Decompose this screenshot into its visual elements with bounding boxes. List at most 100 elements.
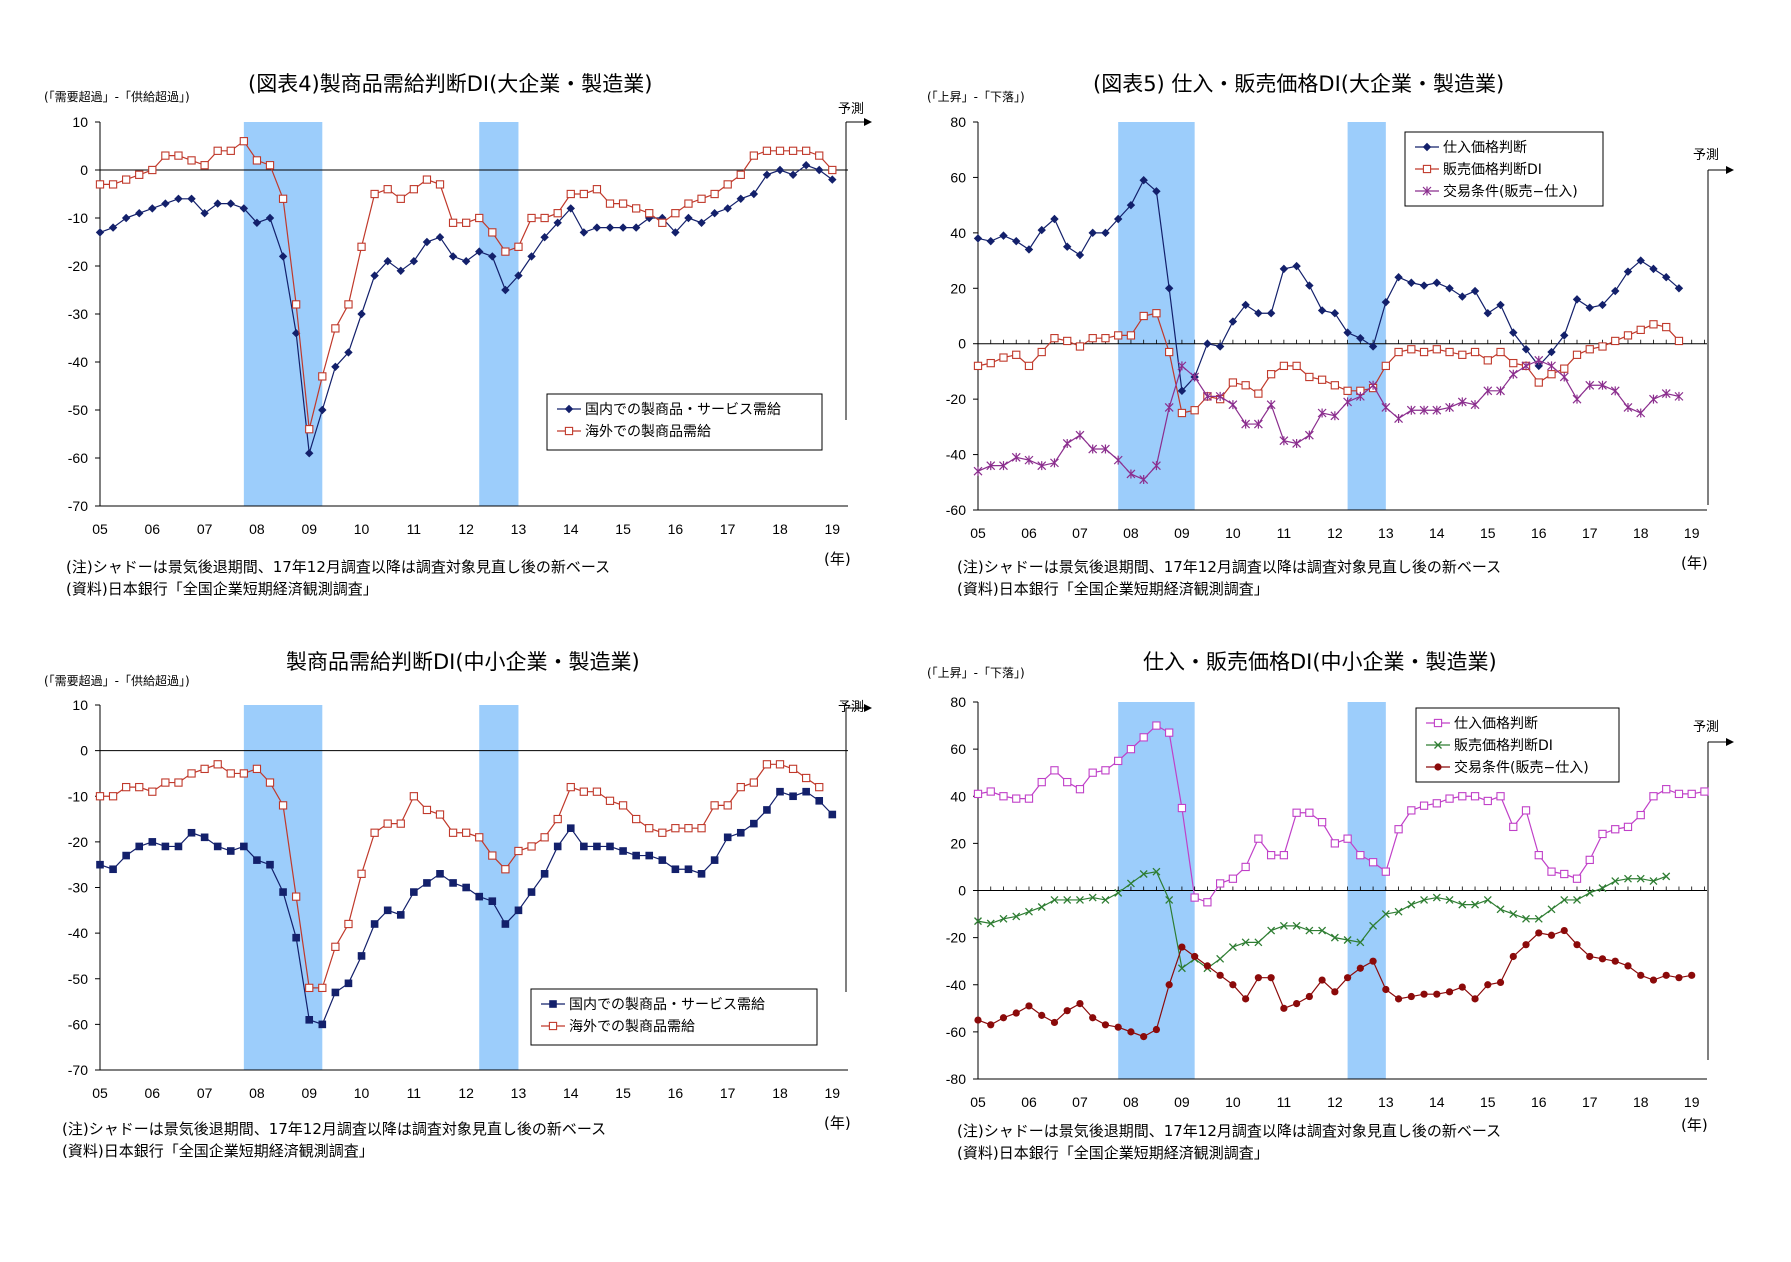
series-0	[95, 161, 837, 458]
data-point	[1560, 364, 1569, 373]
data-point	[1177, 964, 1186, 973]
data-point	[1547, 347, 1556, 357]
note-shadow: (注)シャドーは景気後退期間、17年12月調査以降は調査対象見直し後の新ベース	[957, 1122, 1502, 1140]
data-point	[1534, 378, 1543, 387]
data-point	[239, 137, 248, 146]
data-point	[1674, 391, 1684, 401]
legend-label: 交易条件(販売−仕入)	[1454, 759, 1589, 776]
data-point	[1419, 801, 1429, 810]
forecast-label: 予測	[1693, 720, 1720, 735]
y-tick-label: 40	[950, 788, 966, 804]
data-point	[1317, 408, 1327, 418]
data-point	[697, 194, 706, 203]
data-point	[1012, 350, 1021, 359]
data-point	[292, 300, 301, 309]
data-point	[462, 883, 470, 892]
data-point	[305, 1016, 314, 1024]
chart-title: (図表5) 仕入・販売価格DI(大企業・製造業)	[1093, 72, 1505, 96]
data-point	[1152, 1025, 1161, 1034]
x-tick-label: 10	[354, 521, 370, 537]
note-source: (資料)日本銀行「全国企業短期経済観測調査」	[957, 580, 1269, 598]
data-point	[1509, 358, 1518, 368]
legend-swatch-marker	[549, 1000, 557, 1008]
x-tick-label: 05	[970, 1094, 986, 1110]
x-tick-label: 09	[1174, 1094, 1190, 1110]
data-point	[1241, 300, 1250, 310]
data-point	[1611, 286, 1620, 296]
note-source: (資料)日本銀行「全国企業短期経済観測調査」	[66, 580, 378, 598]
data-point	[1572, 874, 1582, 883]
forecast-arrow-head	[1726, 738, 1734, 746]
data-point	[475, 892, 484, 901]
data-point	[252, 218, 262, 227]
data-point	[1598, 955, 1607, 963]
data-point	[1228, 400, 1238, 410]
data-point	[1279, 361, 1289, 371]
x-tick-label: 07	[197, 1085, 213, 1101]
data-point	[566, 204, 575, 213]
data-point	[1445, 284, 1454, 293]
x-tick-label: 08	[249, 1085, 265, 1101]
data-point	[122, 175, 131, 184]
data-point	[1585, 303, 1594, 312]
data-point	[1394, 414, 1404, 424]
data-point	[1573, 941, 1581, 949]
data-point	[1292, 921, 1301, 930]
data-point	[645, 213, 654, 223]
data-point	[1025, 1002, 1033, 1010]
x-tick-label: 12	[458, 521, 474, 537]
data-point	[1406, 405, 1416, 415]
data-point	[1394, 995, 1403, 1003]
data-point	[1024, 245, 1034, 254]
data-point	[1126, 744, 1136, 754]
data-point	[265, 778, 275, 787]
data-point	[357, 309, 366, 319]
data-point	[1598, 342, 1607, 351]
data-point	[1483, 356, 1492, 365]
data-point	[1661, 389, 1671, 399]
data-point	[266, 860, 274, 869]
data-point	[973, 234, 983, 243]
data-point	[344, 919, 353, 929]
data-point	[1164, 402, 1174, 412]
series-1	[973, 309, 1684, 418]
data-point	[1266, 309, 1276, 318]
data-point	[1356, 938, 1365, 947]
data-point	[1331, 988, 1339, 996]
data-point	[671, 824, 680, 833]
x-tick-label: 06	[145, 1085, 161, 1101]
x-tick-label: 14	[1429, 1094, 1445, 1110]
data-point	[762, 760, 772, 769]
x-tick-label: 10	[354, 1085, 370, 1101]
data-point	[999, 353, 1008, 362]
data-point	[1368, 858, 1378, 867]
data-point	[148, 165, 157, 175]
x-tick-label: 13	[511, 521, 527, 537]
legend-box	[546, 393, 823, 451]
note-shadow: (注)シャドーは景気後退期間、17年12月調査以降は調査対象見直し後の新ベース	[62, 1120, 607, 1138]
data-point	[986, 919, 995, 928]
forecast-label: 予測	[838, 700, 865, 715]
data-point	[1228, 874, 1238, 883]
data-point	[1203, 898, 1212, 907]
data-point	[370, 189, 379, 199]
data-point	[1483, 895, 1492, 904]
data-point	[318, 983, 327, 993]
data-point	[1318, 976, 1326, 984]
data-point	[1292, 808, 1301, 817]
y-tick-label: -30	[68, 306, 88, 322]
data-point	[1305, 372, 1314, 382]
data-point	[789, 792, 797, 801]
data-point	[213, 842, 222, 851]
data-point	[475, 833, 484, 842]
data-point	[161, 778, 170, 787]
data-point	[148, 838, 157, 846]
data-point	[95, 228, 105, 237]
data-point	[200, 764, 209, 774]
data-point	[396, 266, 405, 275]
data-point	[305, 425, 314, 434]
data-point	[750, 819, 758, 828]
data-point	[710, 209, 719, 218]
data-point	[396, 911, 405, 919]
